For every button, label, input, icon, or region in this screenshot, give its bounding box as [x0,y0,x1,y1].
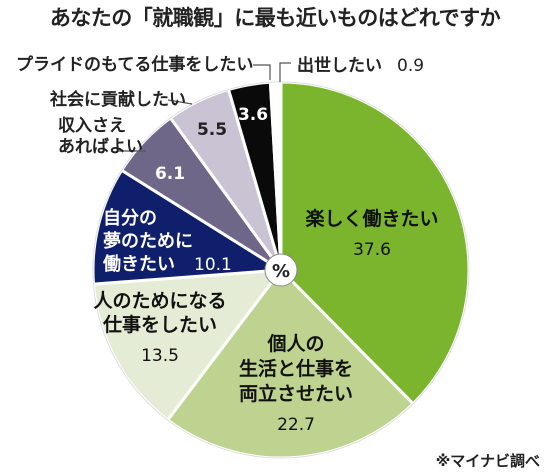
pie-outline [92,81,470,459]
slice-value: 3.6 [238,105,268,125]
pie-slices [91,80,471,460]
slice-label-line: 収入さえ [58,116,126,136]
slice-label-line: プライドのもてる仕事をしたい [16,54,253,75]
slice-label-line: 仕事をしたい [102,313,217,336]
slice-label-line: 両立させたい [239,382,353,405]
center-badge: % [264,253,298,287]
slice-label-line: あればよい [58,137,143,157]
slice-value: 37.6 [353,240,391,260]
slice-value: 5.5 [197,120,227,140]
slice-label: 収入さえあればよい [58,116,143,157]
pie-labels: 楽しく働きたい 37.6 個人の生活と仕事を両立させたい 22.7 人のためになる仕事を… [16,54,439,435]
slice-label-line: 人のためになる [93,290,226,312]
slice-label-line: 社会に貢献したい [49,89,186,110]
slice-label: 人のためになる仕事をしたい [93,290,226,336]
slice-value: 10.1 [194,255,232,275]
slice-label-line: 夢のために [103,231,193,252]
slice-label: 社会に貢献したい [49,89,186,110]
slice-label-line: 自分の [103,207,157,229]
slice-label-line: 生活と仕事を [239,357,353,380]
center-circle [264,253,298,287]
slice-value: 0.9 [397,56,424,76]
slice-value: 13.5 [141,346,179,366]
slice-label-line: 楽しく働きたい [305,207,438,230]
source-note: ※マイナビ調べ [435,452,540,470]
leader-line [279,62,291,82]
center-percent-label: % [272,261,290,282]
slice-value: 22.7 [277,415,315,435]
slice-label-line: 働きたい [102,253,175,275]
chart-title: あなたの「就職観」に最も近いものはどれですか [49,6,501,30]
leader-line [253,64,271,80]
slice-value: 6.1 [155,164,185,184]
leader-line [167,99,193,105]
slice-label: 個人の生活と仕事を両立させたい [239,333,353,405]
slice-label: プライドのもてる仕事をしたい [16,54,253,75]
slice-label-line: 出世したい [297,55,382,76]
slice-label: 楽しく働きたい [305,207,438,230]
slice-label: 自分の夢のために働きたい [102,207,193,275]
slice-label-line: 個人の [266,333,324,355]
slice-label: 出世したい [297,55,382,76]
